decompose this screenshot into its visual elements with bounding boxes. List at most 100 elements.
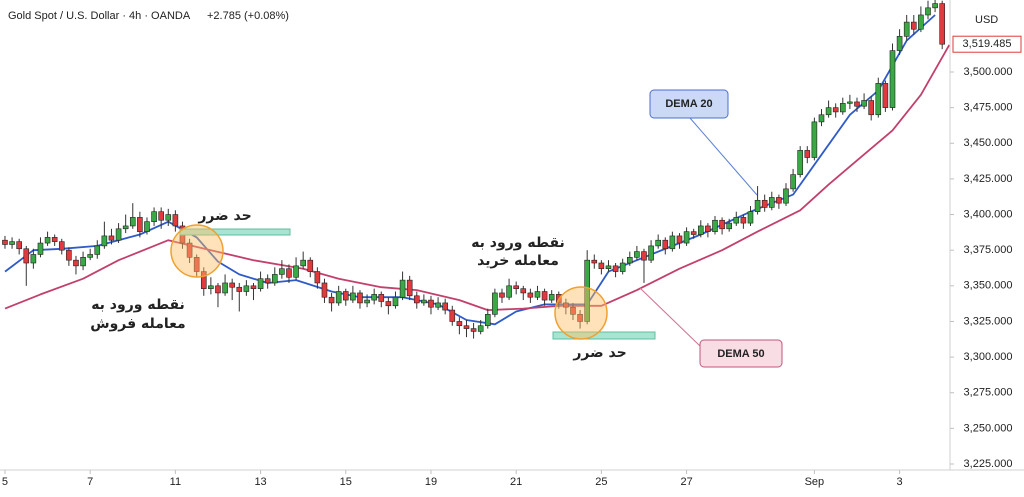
candle-body xyxy=(612,265,619,272)
candle-body xyxy=(577,314,583,322)
candle-body xyxy=(634,251,640,258)
candle-body xyxy=(882,83,889,108)
candle-body xyxy=(591,259,598,264)
candle-body xyxy=(499,292,505,298)
candle-body xyxy=(122,225,129,230)
candle-body xyxy=(115,228,122,241)
price-change: +2.785 (+0.08%) xyxy=(207,10,289,22)
candle-body xyxy=(534,291,541,298)
candle-body xyxy=(790,174,796,190)
y-tick-label: 3,250.000 xyxy=(964,422,1013,434)
callout-box xyxy=(649,89,729,119)
candle-body xyxy=(129,217,136,227)
candle-body xyxy=(456,321,463,327)
candle-body xyxy=(818,114,825,123)
candle-body xyxy=(58,241,65,251)
candle-body xyxy=(435,302,441,308)
x-tick-label: 3 xyxy=(897,476,903,488)
candle-body xyxy=(30,254,37,264)
candle-body xyxy=(733,217,740,224)
candle-body xyxy=(73,259,79,267)
candle-body xyxy=(676,235,683,244)
y-tick-label: 3,500.000 xyxy=(964,66,1013,78)
candle-body xyxy=(726,222,732,230)
candle-body xyxy=(889,50,896,108)
candle-body xyxy=(87,254,93,258)
candle-body xyxy=(108,235,115,241)
candle-body xyxy=(2,239,8,245)
candle-body xyxy=(520,288,527,294)
candle-body xyxy=(477,325,484,332)
candle-body xyxy=(918,14,924,30)
callout-line xyxy=(689,117,758,196)
candle-body xyxy=(328,296,335,304)
candle-body xyxy=(484,314,491,327)
candle-body xyxy=(662,239,669,250)
candle-body xyxy=(286,268,292,278)
x-tick-label: 15 xyxy=(340,476,352,488)
candle-body xyxy=(66,249,72,261)
y-tick-label: 3,375.000 xyxy=(964,244,1013,256)
candle-body xyxy=(626,257,633,264)
x-tick-label: 25 xyxy=(595,476,607,488)
candle-body xyxy=(783,188,789,204)
candle-body xyxy=(399,279,406,298)
candle-body xyxy=(158,211,164,221)
candle-body xyxy=(861,100,867,107)
candle-body xyxy=(293,265,299,278)
y-tick-label: 3,275.000 xyxy=(964,387,1013,399)
sell-entry-label: نقطه ورود به xyxy=(91,297,185,313)
candle-body xyxy=(875,83,882,116)
candle-body xyxy=(16,241,22,250)
entry-circle xyxy=(554,286,608,340)
candle-body xyxy=(754,199,761,212)
candle-body xyxy=(37,242,44,255)
candle-body xyxy=(101,235,108,247)
candle-body xyxy=(421,299,427,304)
candle-body xyxy=(854,101,860,107)
candles xyxy=(2,0,945,339)
y-tick-label: 3,475.000 xyxy=(964,102,1013,114)
candle-body xyxy=(768,197,775,208)
candle-body xyxy=(80,257,86,267)
candle-body xyxy=(23,248,30,264)
candle-body xyxy=(797,150,803,175)
candle-body xyxy=(896,36,903,51)
y-tick-label: 3,450.000 xyxy=(964,137,1013,149)
candle-body xyxy=(321,282,328,298)
candle-body xyxy=(847,101,853,104)
candle-body xyxy=(342,291,349,301)
y-tick-label: 3,225.000 xyxy=(964,458,1013,470)
candle-body xyxy=(925,7,931,16)
candle-body xyxy=(94,245,101,255)
chart-title: Gold Spot / U.S. Dollar · 4h · OANDA xyxy=(8,10,191,22)
candle-body xyxy=(200,271,207,289)
candle-body xyxy=(413,295,420,304)
candle-body xyxy=(307,259,314,272)
candle-body xyxy=(428,299,434,308)
candle-body xyxy=(712,219,718,232)
stop-loss-zone xyxy=(552,331,656,340)
candle-body xyxy=(492,292,498,315)
candle-body xyxy=(300,259,306,267)
callout-line xyxy=(639,287,701,347)
candle-body xyxy=(229,282,235,288)
stop-loss-label: حد ضرر xyxy=(572,345,626,361)
candle-body xyxy=(449,309,456,322)
candle-body xyxy=(165,214,172,221)
candle-body xyxy=(9,241,15,245)
callout-box xyxy=(699,339,783,368)
candle-body xyxy=(605,265,612,270)
candle-body xyxy=(250,285,257,289)
candle-body xyxy=(804,150,811,158)
x-tick-label: 5 xyxy=(2,476,8,488)
x-tick-label: 19 xyxy=(425,476,437,488)
candle-body xyxy=(697,225,704,235)
price-tag-label: 3,519.485 xyxy=(963,38,1012,50)
candle-body xyxy=(669,235,676,250)
candle-body xyxy=(463,325,470,329)
candle-body xyxy=(151,211,157,222)
candle-body xyxy=(144,221,150,232)
